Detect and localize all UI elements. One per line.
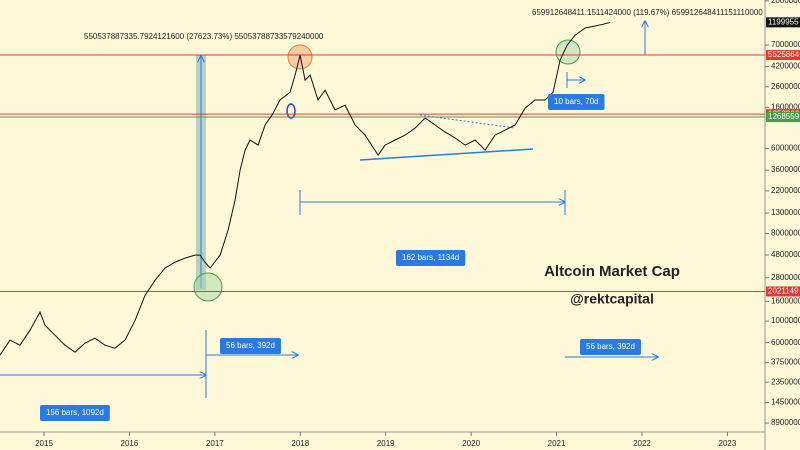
range-label-text: 156 bars, 1092d [46, 408, 104, 417]
y-tick-label: 6000000 [771, 144, 800, 153]
range-label-box [220, 338, 281, 354]
measure-label: 659912648411.1511424000 (119.67%) 659912… [532, 8, 763, 17]
level-label: 2021149 [768, 287, 799, 296]
y-tick-label: 8000000 [771, 229, 800, 238]
range-label-box [548, 94, 605, 110]
trend-line [359, 148, 534, 161]
x-tick-label: 2016 [121, 439, 139, 448]
circle-marker [555, 39, 581, 65]
last-price-label: 1199955 [768, 17, 799, 26]
level-label: 1268559 [768, 112, 800, 121]
x-tick-label: 2022 [633, 439, 651, 448]
x-tick-label: 2019 [377, 439, 395, 448]
x-tick-label: 2020 [462, 439, 480, 448]
y-tick-label: 4200000 [771, 62, 800, 71]
ellipse-marker [286, 103, 296, 119]
x-tick-label: 2023 [719, 439, 737, 448]
level-label: 5525864 [768, 50, 800, 59]
range-label-text: 162 bars, 1134d [402, 253, 459, 262]
range-label: 56 bars, 392d [580, 339, 641, 355]
y-tick-label: 7000000 [771, 40, 800, 49]
range-label: 56 bars, 392d [220, 338, 281, 354]
range-label: 156 bars, 1092d [40, 405, 110, 421]
y-tick-label: 1000000 [771, 316, 800, 325]
y-tick-label: 2800000 [771, 273, 800, 282]
y-tick-label: 1600000 [771, 102, 800, 111]
level-tag [766, 112, 800, 123]
x-tick-label: 2018 [291, 439, 309, 448]
last-price-tag [766, 17, 800, 28]
range-label-text: 10 bars, 70d [554, 97, 598, 106]
y-tick-label: 4800000 [771, 250, 800, 259]
measure-label: 550537887335.7924121600 (27623.73%) 5505… [84, 32, 324, 41]
price-line [0, 21, 611, 356]
x-tick-label: 2015 [35, 439, 53, 448]
range-label: 162 bars, 1134d [396, 250, 466, 266]
x-tick-label: 2021 [548, 439, 566, 448]
y-tick-label: 1450000 [771, 398, 800, 407]
range-label-text: 56 bars, 392d [586, 342, 635, 351]
range-label-box [396, 250, 466, 266]
y-tick-label: 2600000 [771, 82, 800, 91]
chart-subtitle: @rektcapital [570, 291, 654, 307]
chart-title: Altcoin Market Cap [544, 263, 680, 280]
circle-marker [193, 272, 223, 302]
y-tick-label: 6000000 [771, 338, 800, 347]
y-tick-label: 2000000 [771, 0, 800, 5]
y-tick-label: 3600000 [771, 165, 800, 174]
x-tick-label: 2017 [206, 439, 224, 448]
level-tag [766, 286, 800, 297]
range-label-box [580, 339, 641, 355]
range-label: 10 bars, 70d [548, 94, 605, 110]
y-tick-label: 8900000 [771, 418, 800, 427]
y-tick-label: 2350000 [771, 377, 800, 386]
y-tick-label: 1300000 [771, 208, 800, 217]
level-tag [766, 50, 800, 61]
y-tick-label: 3750000 [771, 358, 800, 367]
range-label-box [40, 405, 110, 421]
y-tick-label: 1600000 [771, 296, 800, 305]
y-tick-label: 2200000 [771, 186, 800, 195]
range-label-text: 56 bars, 392d [226, 341, 275, 350]
